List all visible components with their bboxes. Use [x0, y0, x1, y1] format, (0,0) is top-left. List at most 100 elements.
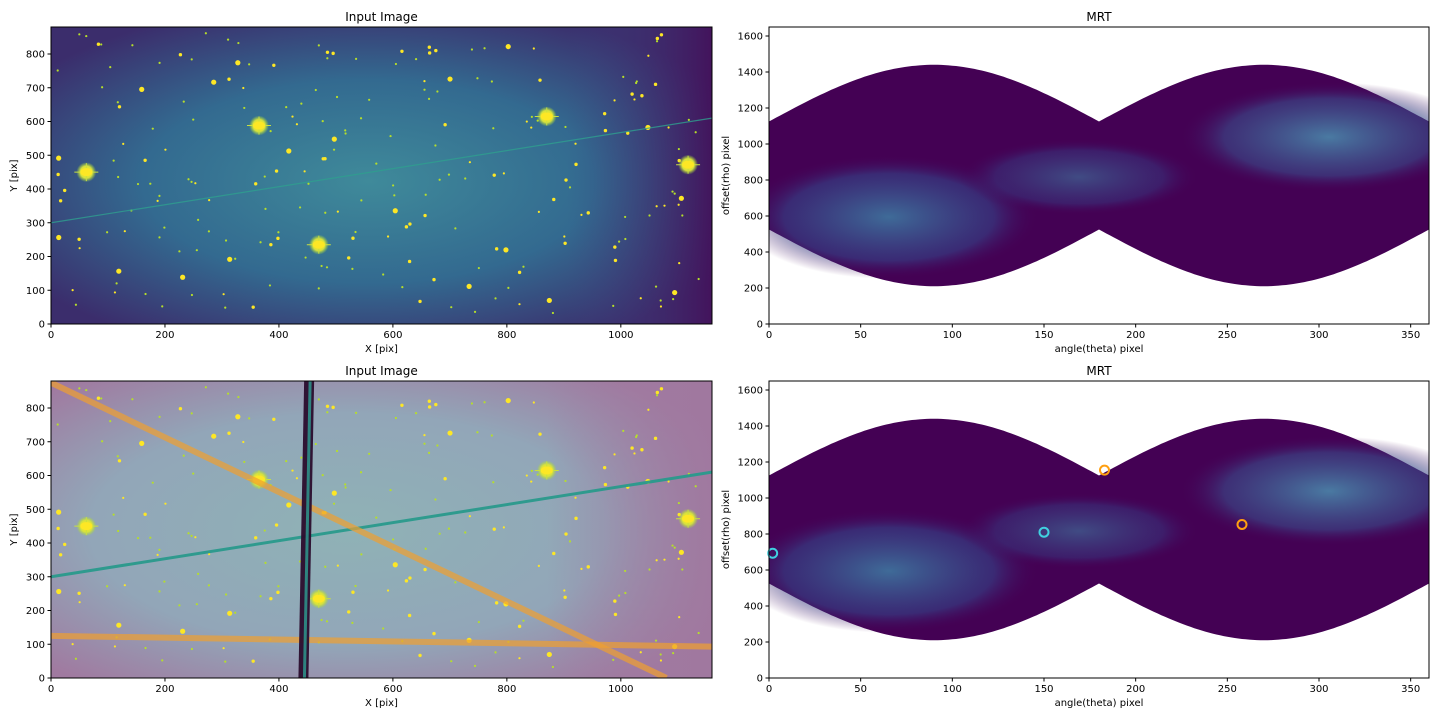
star	[633, 452, 636, 455]
star	[630, 446, 634, 450]
x-tick-label: 600	[383, 684, 402, 695]
star	[158, 548, 161, 551]
star	[447, 173, 451, 176]
star	[468, 515, 471, 518]
star	[476, 77, 479, 80]
streak-line	[51, 632, 712, 650]
bright-star-core	[252, 121, 265, 130]
star	[671, 190, 674, 193]
y-tick-label: 1000	[738, 494, 763, 505]
axes-frame	[50, 380, 713, 679]
star	[131, 398, 134, 401]
star	[158, 61, 161, 64]
bright-star-core	[540, 112, 553, 121]
star	[164, 148, 167, 151]
star	[400, 49, 404, 54]
star	[106, 231, 109, 234]
star	[470, 48, 474, 51]
star	[274, 523, 279, 527]
star	[286, 502, 292, 508]
star	[392, 562, 398, 568]
peak-markers	[767, 464, 1248, 559]
star	[408, 222, 412, 226]
star	[401, 286, 404, 289]
star	[677, 203, 680, 206]
star	[477, 620, 480, 624]
star	[117, 529, 120, 533]
star	[655, 205, 658, 208]
star	[434, 48, 438, 53]
y-tick-label: 1400	[738, 422, 763, 433]
star	[207, 584, 211, 587]
star	[235, 60, 241, 66]
star	[190, 647, 194, 651]
star	[389, 134, 392, 138]
star	[197, 572, 200, 575]
star	[530, 115, 533, 118]
star	[438, 532, 441, 535]
star	[530, 469, 533, 472]
star	[143, 512, 147, 516]
star	[393, 194, 396, 197]
star	[648, 214, 651, 217]
star	[436, 444, 439, 447]
star	[224, 306, 227, 309]
star	[295, 123, 299, 126]
star	[101, 440, 104, 443]
star	[78, 33, 81, 36]
star	[269, 130, 272, 133]
star	[190, 534, 193, 537]
star	[624, 237, 627, 241]
x-axis-label: X [pix]	[365, 698, 398, 709]
star	[96, 42, 101, 46]
star	[158, 415, 161, 418]
star	[272, 417, 276, 421]
star	[242, 86, 245, 90]
x-tick-label: 0	[48, 684, 54, 695]
star	[71, 289, 74, 292]
star	[532, 47, 535, 50]
star	[56, 234, 62, 241]
star	[694, 131, 697, 134]
star	[117, 459, 122, 463]
star	[375, 162, 378, 165]
streak-line	[51, 381, 668, 678]
star	[78, 247, 81, 250]
star	[190, 412, 193, 415]
star	[537, 564, 540, 567]
y-tick-label: 600	[26, 117, 45, 128]
star	[194, 536, 197, 539]
star	[386, 235, 390, 238]
star	[630, 92, 634, 96]
star	[222, 647, 225, 650]
star	[268, 284, 272, 287]
star	[351, 267, 354, 271]
y-tick-label: 200	[26, 252, 45, 263]
axes-frame	[50, 26, 713, 325]
star	[647, 54, 650, 57]
star	[574, 162, 578, 167]
star	[227, 431, 231, 435]
y-tick-label: 600	[26, 471, 45, 482]
star	[624, 591, 627, 595]
star	[502, 526, 505, 529]
star	[263, 175, 266, 178]
star	[697, 277, 700, 281]
star	[483, 47, 486, 50]
y-tick-label: 0	[39, 674, 45, 685]
star	[517, 624, 522, 629]
star	[424, 547, 427, 550]
star	[494, 651, 497, 654]
x-axis-label: angle(theta) pixel	[1055, 344, 1144, 355]
star	[564, 125, 567, 129]
star	[423, 442, 426, 445]
y-tick-label: 0	[757, 674, 763, 685]
star	[681, 568, 684, 571]
star	[71, 643, 74, 646]
star	[427, 45, 432, 49]
star	[603, 482, 608, 487]
star	[116, 101, 119, 104]
star	[640, 94, 644, 98]
x-tick-label: 100	[943, 330, 962, 341]
star	[423, 88, 426, 91]
